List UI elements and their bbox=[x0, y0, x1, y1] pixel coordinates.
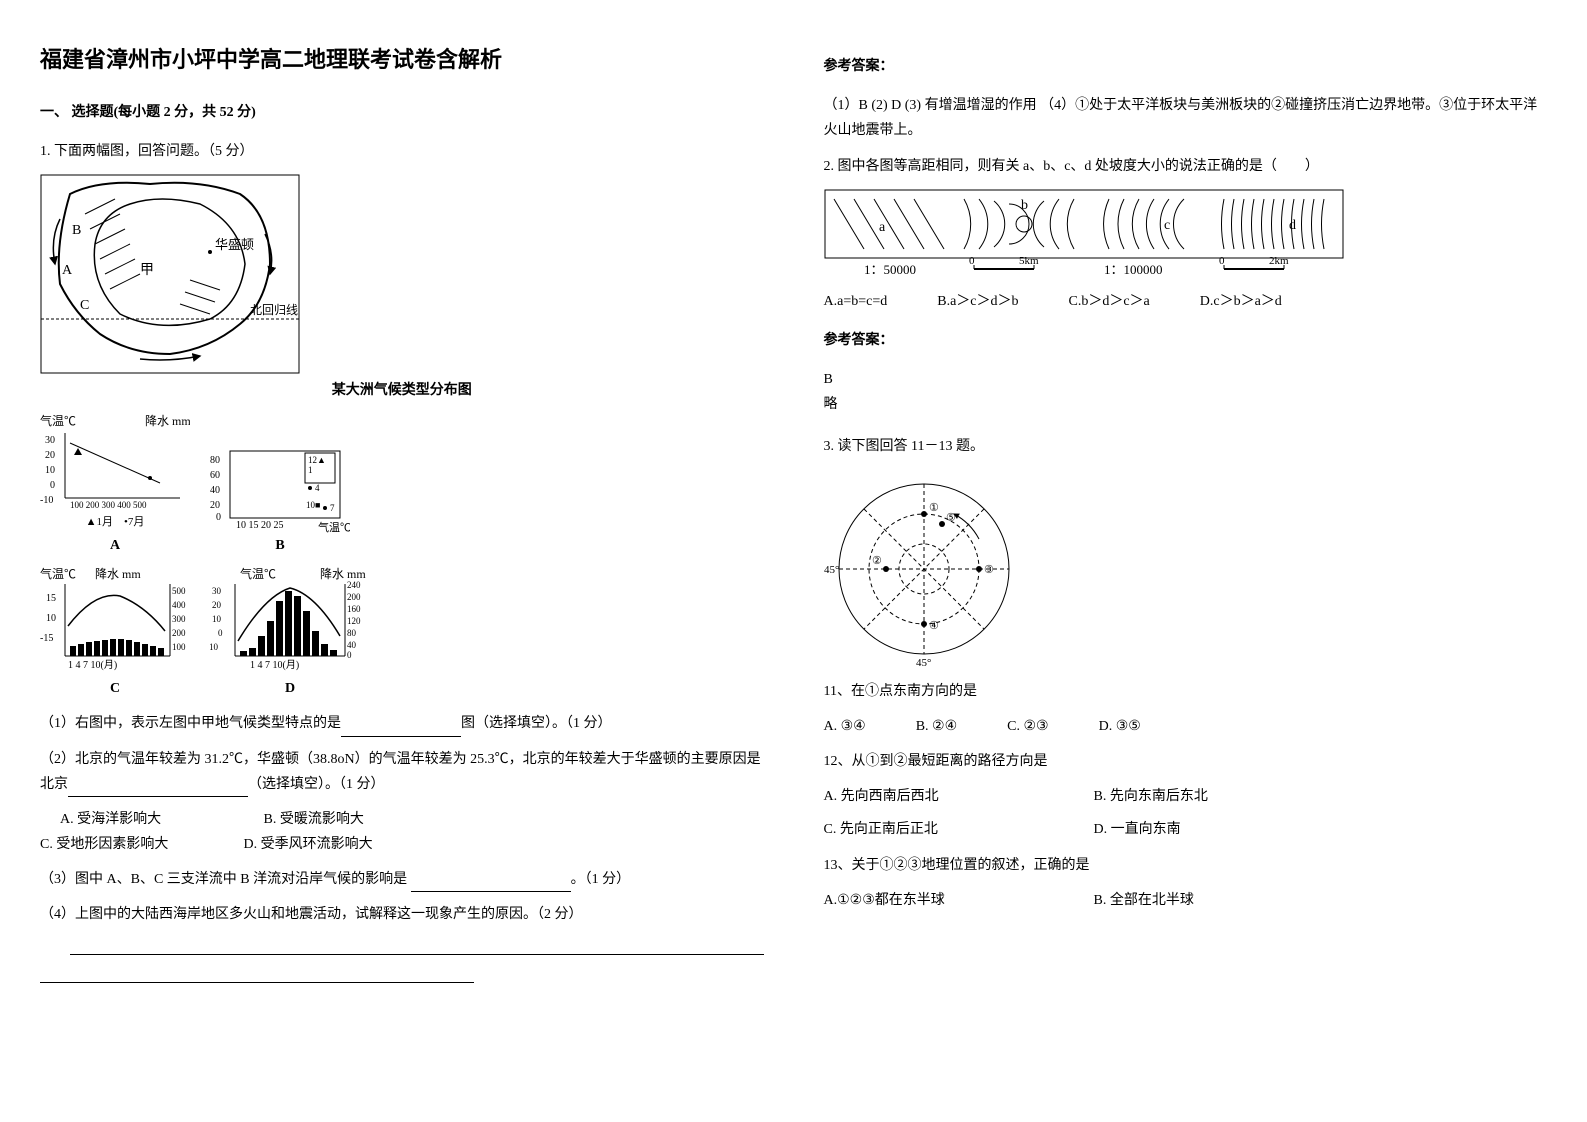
svg-text:60: 60 bbox=[210, 470, 220, 481]
svg-text:0: 0 bbox=[216, 512, 221, 523]
svg-text:100 200 300 400 500: 100 200 300 400 500 bbox=[70, 500, 147, 510]
q13: 13、关于①②③地理位置的叙述，正确的是 bbox=[824, 853, 1548, 878]
svg-text:2km: 2km bbox=[1269, 255, 1289, 267]
svg-text:80: 80 bbox=[347, 628, 357, 638]
q12-options: A. 先向西南后西北 B. 先向东南后东北 C. 先向正南后正北 D. 一直向东… bbox=[824, 784, 1548, 842]
map-label-c: C bbox=[80, 298, 89, 313]
svg-text:300: 300 bbox=[172, 614, 186, 624]
svg-text:4: 4 bbox=[315, 483, 320, 493]
svg-text:7: 7 bbox=[330, 503, 335, 513]
q2-answer: B bbox=[824, 367, 1548, 392]
q3-polar: 45° 45° ① ② ③ ④ ⑤ bbox=[824, 469, 1548, 669]
q3-stem: 3. 读下图回答 11－13 题。 bbox=[824, 434, 1548, 459]
svg-text:30: 30 bbox=[212, 586, 222, 596]
svg-text:200: 200 bbox=[172, 628, 186, 638]
svg-text:15: 15 bbox=[46, 593, 56, 604]
svg-text:240: 240 bbox=[347, 580, 361, 590]
q1-sub4: （4）上图中的大陆西海岸地区多火山和地震活动，试解释这一现象产生的原因。（2 分… bbox=[40, 902, 764, 927]
svg-text:40: 40 bbox=[210, 485, 220, 496]
svg-text:10: 10 bbox=[46, 613, 56, 624]
q13-options: A.①②③都在东半球 B. 全部在北半球 bbox=[824, 888, 1548, 913]
q2-answer-header: 参考答案： bbox=[824, 328, 1548, 353]
svg-text:-10: -10 bbox=[40, 495, 53, 506]
svg-text:12▲: 12▲ bbox=[308, 455, 326, 465]
q2-stem: 2. 图中各图等高距相同，则有关 a、b、c、d 处坡度大小的说法正确的是（ ） bbox=[824, 154, 1548, 179]
section-a-header: 一、 选择题(每小题 2 分，共 52 分) bbox=[40, 100, 764, 125]
svg-text:30: 30 bbox=[45, 435, 55, 446]
svg-text:20: 20 bbox=[45, 450, 55, 461]
svg-text:400: 400 bbox=[172, 600, 186, 610]
svg-text:气温℃: 气温℃ bbox=[240, 566, 276, 581]
q1-stem: 1. 下面两幅图，回答问题。（5 分） bbox=[40, 139, 764, 164]
svg-text:a: a bbox=[879, 220, 886, 235]
svg-text:气温℃: 气温℃ bbox=[318, 520, 350, 533]
q2-contours: a b c bbox=[824, 189, 1548, 279]
svg-text:160: 160 bbox=[347, 604, 361, 614]
q2-answer-note: 略 bbox=[824, 392, 1548, 417]
svg-text:45°: 45° bbox=[824, 564, 839, 576]
svg-text:降水 mm: 降水 mm bbox=[95, 567, 141, 581]
map-label-a: A bbox=[62, 263, 73, 278]
svg-text:1 4 7 10(月): 1 4 7 10(月) bbox=[250, 659, 299, 671]
tropic-label: 北回归线 bbox=[250, 303, 298, 317]
climate-charts: 气温℃ 降水 mm 30 20 10 0 -10 100 200 300 400… bbox=[40, 413, 764, 701]
svg-text:45°: 45° bbox=[916, 657, 931, 669]
q2-options: A.a=b=c=d B.a＞c＞d＞b C.b＞d＞c＞a D.c＞b＞a＞d bbox=[824, 289, 1548, 314]
map-label-jia: 甲 bbox=[140, 263, 154, 278]
climate-map-figure: B A 甲 C 华盛顿 北回归线 某大洲气候类型分布图 bbox=[40, 174, 764, 403]
svg-text:10 15 20 25: 10 15 20 25 bbox=[236, 520, 284, 531]
svg-text:0: 0 bbox=[347, 650, 352, 660]
svg-text:10: 10 bbox=[45, 465, 55, 476]
svg-text:0: 0 bbox=[969, 255, 975, 267]
answer-blank-2 bbox=[40, 965, 474, 983]
svg-text:c: c bbox=[1164, 218, 1170, 233]
svg-text:0: 0 bbox=[1219, 255, 1225, 267]
svg-text:①: ① bbox=[929, 502, 939, 514]
svg-text:100: 100 bbox=[172, 642, 186, 652]
q11: 11、在①点东南方向的是 bbox=[824, 679, 1548, 704]
map-label-washington: 华盛顿 bbox=[215, 237, 254, 252]
svg-text:0: 0 bbox=[218, 628, 223, 638]
svg-text:-10: -10 bbox=[210, 642, 218, 652]
svg-text:-15: -15 bbox=[40, 633, 53, 644]
page-title: 福建省漳州市小坪中学高二地理联考试卷含解析 bbox=[40, 40, 764, 80]
svg-text:0: 0 bbox=[50, 480, 55, 491]
svg-text:20: 20 bbox=[212, 600, 222, 610]
svg-text:500: 500 bbox=[172, 586, 186, 596]
answers-header: 参考答案： bbox=[824, 54, 1548, 79]
svg-text:③: ③ bbox=[984, 564, 994, 576]
svg-text:10■: 10■ bbox=[306, 500, 320, 510]
q12: 12、从①到②最短距离的路径方向是 bbox=[824, 749, 1548, 774]
svg-text:降水 mm: 降水 mm bbox=[145, 414, 190, 428]
svg-text:1 4 7 10(月): 1 4 7 10(月) bbox=[68, 659, 117, 671]
svg-text:120: 120 bbox=[347, 616, 361, 626]
q1-sub3: （3）图中 A、B、C 三支洋流中 B 洋流对沿岸气候的影响是 。（1 分） bbox=[40, 867, 764, 892]
q1-sub2: （2）北京的气温年较差为 31.2℃，华盛顿（38.8oN）的气温年较差为 25… bbox=[40, 747, 764, 797]
svg-text:80: 80 bbox=[210, 455, 220, 466]
svg-text:②: ② bbox=[872, 555, 882, 567]
svg-text:1：50000: 1：50000 bbox=[864, 262, 916, 277]
q1-options: A. 受海洋影响大 B. 受暖流影响大 C. 受地形因素影响大 D. 受季风环流… bbox=[40, 807, 764, 857]
q1-sub1: （1）右图中，表示左图中甲地气候类型特点的是图（选择填空）。（1 分） bbox=[40, 711, 764, 736]
svg-text:b: b bbox=[1021, 198, 1028, 213]
svg-text:气温℃: 气温℃ bbox=[40, 566, 76, 581]
svg-text:气温℃: 气温℃ bbox=[40, 413, 76, 428]
svg-text:④: ④ bbox=[929, 620, 939, 632]
map-caption: 某大洲气候类型分布图 bbox=[40, 378, 764, 403]
svg-text:降水 mm: 降水 mm bbox=[320, 567, 366, 581]
q11-options: A. ③④ B. ②④ C. ②③ D. ③⑤ bbox=[824, 714, 1548, 739]
svg-text:40: 40 bbox=[347, 640, 357, 650]
svg-text:1：100000: 1：100000 bbox=[1104, 262, 1163, 277]
svg-text:200: 200 bbox=[347, 592, 361, 602]
svg-text:5km: 5km bbox=[1019, 255, 1039, 267]
q1-answers: （1）B (2) D (3) 有增温增湿的作用 （4）①处于太平洋板块与美洲板块… bbox=[824, 93, 1548, 143]
svg-text:1: 1 bbox=[308, 465, 313, 475]
svg-text:20: 20 bbox=[210, 500, 220, 511]
svg-text:10: 10 bbox=[212, 614, 222, 624]
map-label-b: B bbox=[72, 223, 81, 238]
answer-blank-1 bbox=[70, 938, 764, 956]
svg-text:d: d bbox=[1289, 218, 1296, 233]
